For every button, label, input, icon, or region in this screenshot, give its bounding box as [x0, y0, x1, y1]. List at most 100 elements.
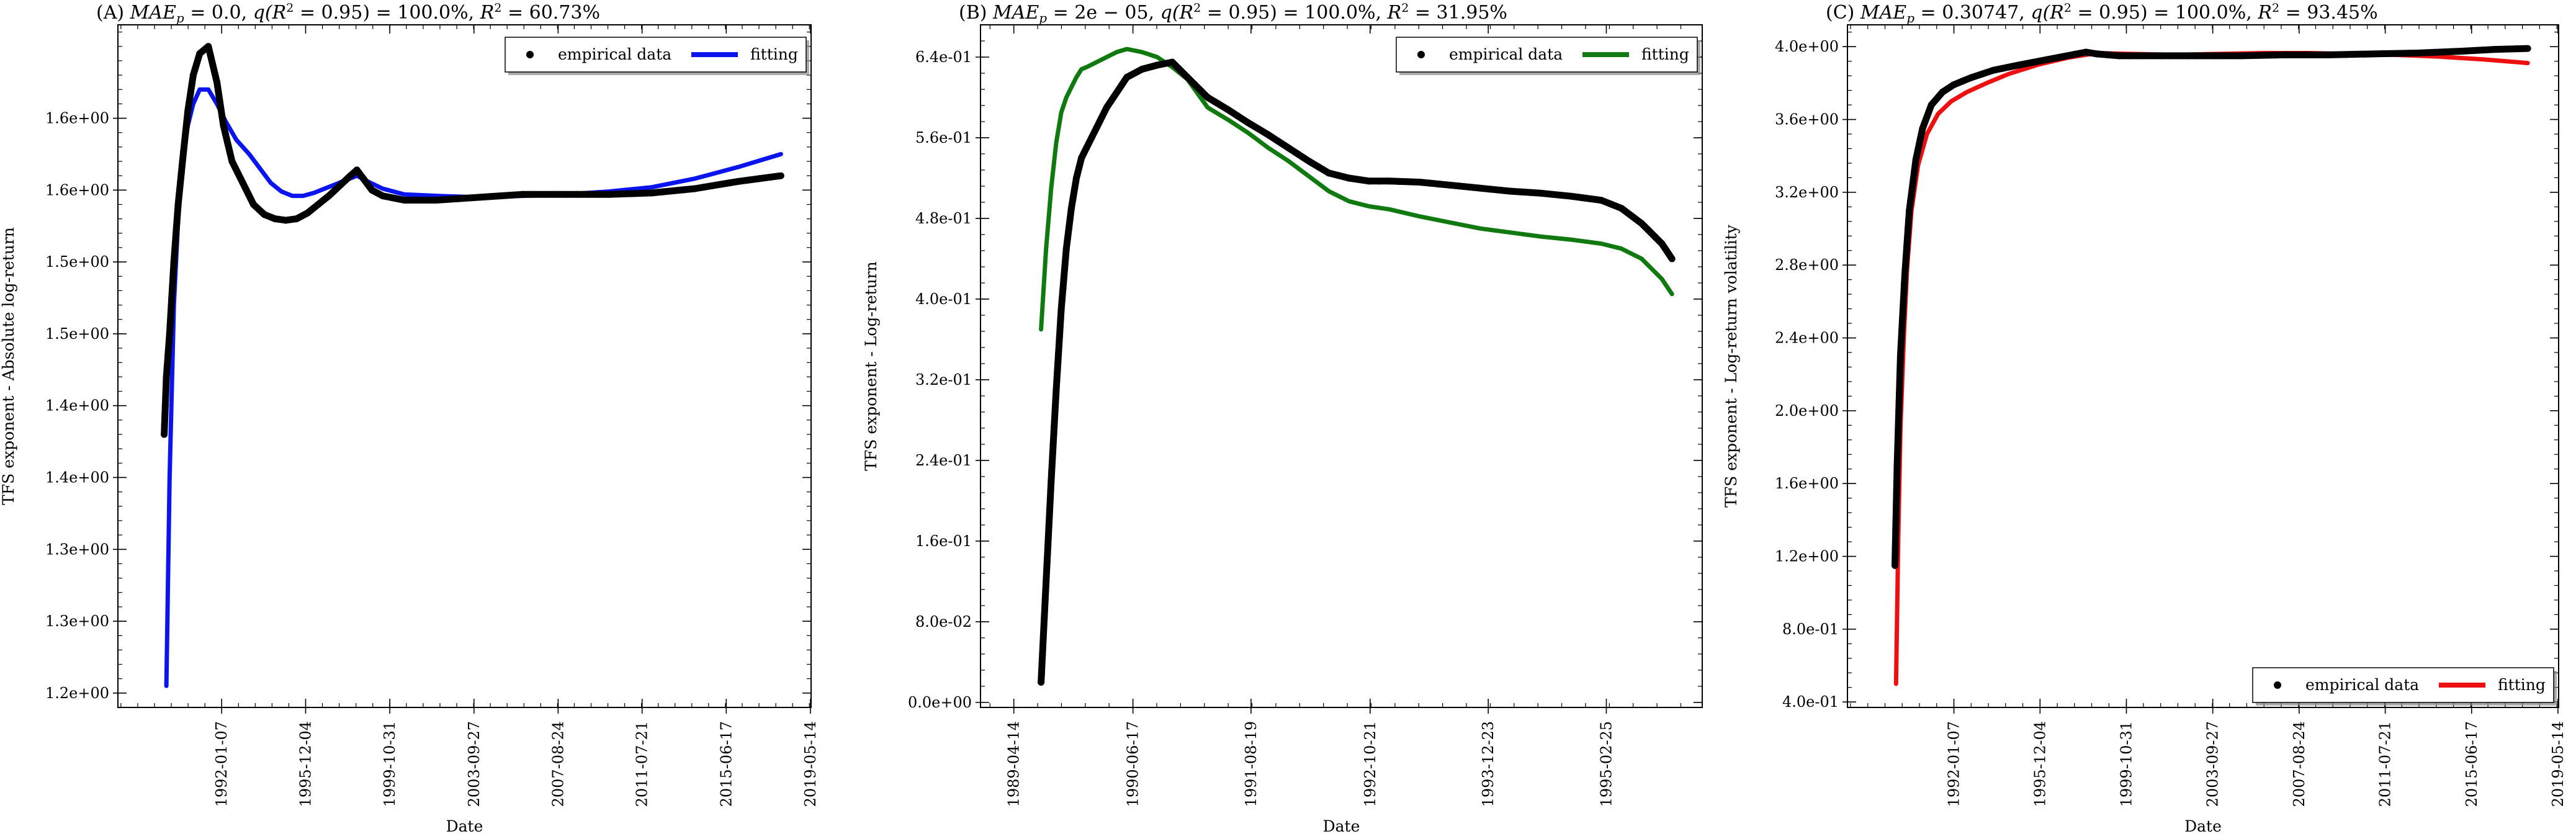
y-tick-label: 1.2e+00: [45, 684, 109, 702]
empirical-point: [1057, 315, 1064, 322]
fitting-line: [1039, 47, 1674, 332]
empirical-point: [315, 200, 322, 208]
y-tick-label: 1.3e+00: [45, 541, 109, 558]
y-tick-label: 1.5e+00: [45, 325, 109, 343]
empirical-point: [708, 182, 716, 189]
empirical-point: [1051, 423, 1058, 430]
empirical-point: [176, 190, 183, 197]
x-tick-label: 2011-07-21: [634, 721, 651, 807]
empirical-point: [1176, 66, 1183, 73]
empirical-point: [187, 89, 194, 97]
empirical-point: [2202, 52, 2209, 60]
empirical-point: [1899, 316, 1906, 323]
x-tick-label: 1992-01-07: [213, 721, 230, 807]
y-tick-label: 1.6e+00: [45, 181, 109, 199]
empirical-point: [1911, 166, 1918, 173]
empirical-point: [2513, 45, 2520, 53]
empirical-point: [177, 168, 185, 176]
empirical-point: [168, 303, 175, 310]
empirical-point: [174, 210, 181, 218]
empirical-point: [1044, 550, 1051, 558]
empirical-point: [1896, 389, 1903, 397]
empirical-point: [1919, 125, 1926, 132]
title-part: 2: [494, 1, 501, 15]
empirical-point: [2016, 61, 2024, 69]
legend-box: [505, 37, 807, 73]
empirical-point: [1894, 444, 1901, 451]
legend-marker-empirical: [526, 51, 534, 58]
title-part: = 60.73%: [501, 2, 600, 24]
empirical-point: [162, 392, 169, 400]
title-part: q(: [253, 2, 273, 24]
x-tick-label: 1989-04-14: [1005, 721, 1023, 807]
empirical-point: [1577, 194, 1585, 201]
empirical-point: [2210, 52, 2218, 60]
empirical-point: [1169, 58, 1176, 66]
title-part: = 93.45%: [2279, 2, 2378, 24]
empirical-point: [182, 127, 189, 135]
empirical-point: [1244, 119, 1252, 127]
empirical-point: [2480, 47, 2487, 54]
empirical-point: [1375, 177, 1383, 185]
empirical-point: [1067, 205, 1075, 212]
y-axis-label: TFS exponent - Log-return volatility: [1722, 224, 1740, 508]
empirical-point: [224, 140, 231, 147]
y-tick-label: 2.4e-01: [915, 452, 972, 469]
legend-label-fitting: fitting: [1641, 45, 1689, 63]
empirical-point: [2361, 50, 2368, 58]
empirical-point: [1285, 144, 1292, 151]
empirical-point: [454, 195, 462, 202]
empirical-point: [637, 190, 645, 197]
empirical-point: [162, 383, 169, 390]
title-part: R: [2257, 2, 2272, 24]
empirical-point: [1305, 157, 1313, 164]
empirical-point: [2038, 57, 2045, 65]
empirical-point: [183, 117, 191, 125]
empirical-point: [1088, 134, 1095, 141]
y-tick-label: 1.6e-01: [915, 532, 972, 550]
empirical-point: [1046, 514, 1053, 521]
empirical-point: [2378, 50, 2385, 58]
empirical-point: [1547, 191, 1555, 198]
empirical-point: [766, 173, 774, 181]
empirical-point: [1049, 441, 1057, 448]
empirical-point: [1065, 225, 1072, 232]
empirical-point: [595, 191, 602, 198]
x-tick-label: 2015-06-17: [2463, 721, 2480, 807]
y-tick-label: 1.6e+00: [1775, 475, 1839, 492]
empirical-point: [1214, 100, 1221, 107]
empirical-point: [1998, 65, 2006, 72]
empirical-point: [1039, 633, 1047, 640]
title-part: p: [176, 11, 184, 25]
empirical-point: [530, 191, 537, 198]
empirical-point: [303, 209, 311, 217]
empirical-point: [1618, 205, 1625, 212]
y-tick-label: 0.0e+00: [908, 694, 972, 711]
empirical-point: [2027, 59, 2034, 66]
empirical-point: [1044, 541, 1052, 549]
empirical-point: [180, 148, 187, 155]
legend-label-empirical: empirical data: [558, 45, 671, 63]
axes-frame: [117, 24, 812, 708]
empirical-point: [717, 181, 724, 188]
x-tick-label: 1995-12-04: [2031, 721, 2049, 807]
y-tick-label: 2.0e+00: [1775, 402, 1839, 420]
empirical-point: [1053, 377, 1061, 385]
empirical-point: [205, 43, 212, 50]
title-part: 2: [1401, 1, 1409, 15]
empirical-point: [1903, 243, 1911, 251]
empirical-point: [1295, 151, 1302, 158]
legend-label-empirical: empirical data: [2305, 676, 2419, 694]
empirical-point: [1894, 434, 1901, 442]
empirical-point: [1901, 271, 1909, 278]
empirical-point: [1898, 334, 1905, 342]
empirical-point: [1628, 212, 1635, 220]
empirical-point: [1061, 265, 1069, 272]
empirical-point: [213, 79, 221, 86]
y-tick-label: 3.2e+00: [1775, 184, 1839, 201]
empirical-point: [2093, 50, 2101, 58]
empirical-point: [476, 194, 483, 201]
empirical-point: [1916, 135, 1924, 143]
x-tick-label: 2007-08-24: [2291, 721, 2308, 807]
title-part: R: [2049, 2, 2064, 24]
